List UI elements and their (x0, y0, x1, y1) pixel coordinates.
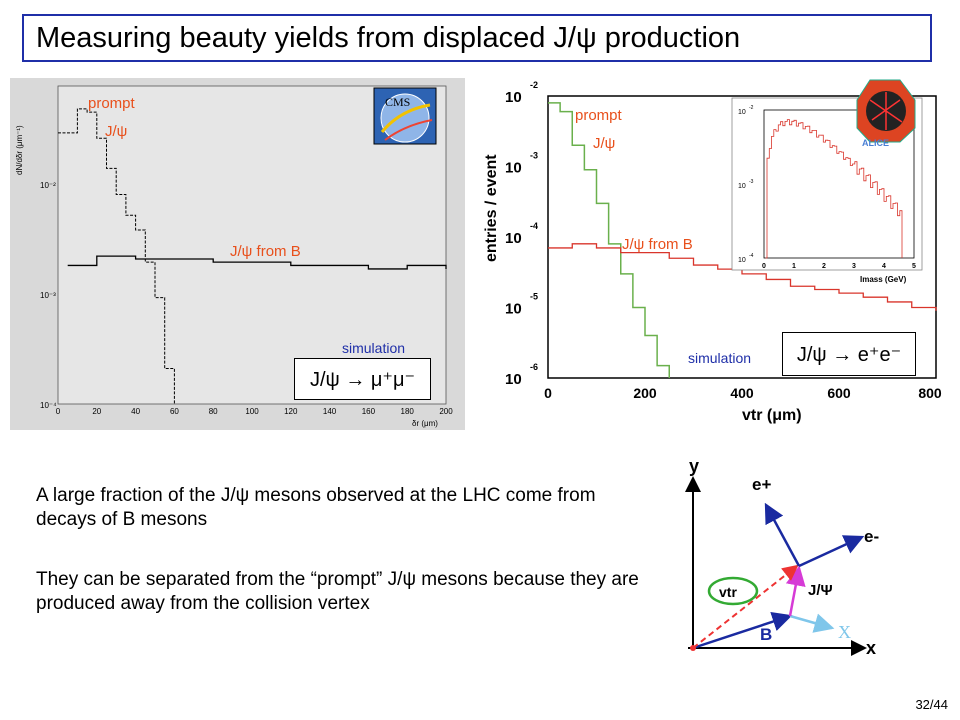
right-label-fromB: J/ψ from B (622, 236, 693, 253)
right-label-simulation: simulation (688, 350, 752, 366)
left-xtick-0: 0 (56, 407, 61, 416)
left-label-prompt-1: prompt (88, 95, 135, 112)
inset-xtick-3: 3 (852, 263, 856, 270)
right-ytick-exp-1: -3 (530, 151, 538, 161)
right-yticks: 10 -2 10 -3 10 -4 10 -5 10 -6 (505, 80, 538, 388)
right-series-fromB (548, 243, 937, 311)
inset-curve (765, 119, 903, 259)
inset-xtick-4: 4 (882, 263, 886, 270)
right-ytick-3: 10 (505, 301, 522, 318)
diagram-jpsi-arrow (785, 565, 806, 617)
right-ytick-exp-0: -2 (530, 80, 538, 90)
left-xtick-1: 20 (92, 407, 101, 416)
right-ylabel: entries / event (483, 154, 500, 262)
left-xtick-7: 140 (323, 407, 337, 416)
right-xlabel: vtr (μm) (742, 407, 802, 424)
page-number: 32/44 (915, 697, 948, 712)
right-decay-box: J/ψ → e⁺e⁻ (782, 332, 916, 376)
left-xticks: 0 20 40 60 80 100 120 140 160 180 200 (56, 407, 453, 416)
diagram-label-X: X (838, 622, 851, 642)
right-xtick-1: 200 (633, 385, 657, 401)
left-xtick-4: 80 (209, 407, 218, 416)
left-ytick-3: 10⁻⁴ (40, 401, 57, 410)
collision-vertex (690, 645, 696, 651)
right-ytick-2: 10 (505, 230, 522, 247)
right-label-prompt-2: J/ψ (593, 135, 616, 152)
left-xtick-6: 120 (284, 407, 298, 416)
right-decay-text: J/ψ → e⁺e⁻ (796, 343, 902, 366)
right-xtick-4: 800 (918, 385, 942, 401)
right-ytick-exp-3: -5 (530, 292, 538, 302)
inset-xtick-1: 1 (792, 263, 796, 270)
inset-ytick-1: 10 (738, 183, 746, 190)
vtr-ellipse (707, 576, 759, 606)
left-label-simulation: simulation (342, 340, 406, 356)
left-xtick-10: 200 (439, 407, 453, 416)
right-ytick-exp-2: -4 (530, 221, 538, 231)
left-series-prompt (58, 108, 175, 404)
diagram-X-arrow (789, 613, 835, 633)
slide-title-box: Measuring beauty yields from displaced J… (22, 14, 932, 62)
alice-logo: ALICE (856, 79, 916, 148)
left-series-fromB (67, 255, 447, 270)
diagram-label-y: y (689, 456, 699, 476)
diagram-label-jpsi: J/Ψ (808, 582, 833, 599)
diagram-label-B: B (760, 625, 772, 644)
inset-xtick-5: 5 (912, 263, 916, 270)
paragraph-1: A large fraction of the J/ψ mesons obser… (36, 485, 596, 530)
left-ylabel: dN/dδr (μm⁻¹) (15, 125, 24, 175)
diagram-label-eplus: e+ (752, 475, 771, 494)
cms-logo-text: CMS (385, 95, 410, 109)
right-series-prompt (548, 102, 670, 378)
left-xlabel: δr (μm) (412, 419, 438, 428)
inset-xlabel: Imass (GeV) (860, 275, 907, 284)
paragraph-2: They can be separated from the “prompt” … (36, 569, 639, 614)
inset-ytick-exp-2: -4 (749, 253, 754, 259)
right-ytick-4: 10 (505, 371, 522, 388)
right-ytick-0: 10 (505, 89, 522, 106)
inset-ytick-0: 10 (738, 109, 746, 116)
right-label-prompt-1: prompt (575, 107, 622, 124)
right-xticks: 0 200 400 600 800 (544, 385, 942, 401)
diagram-B-arrow (692, 611, 793, 650)
diagram-eplus-arrow (764, 502, 801, 567)
inset-ytick-exp-1: -3 (749, 179, 754, 185)
right-xtick-0: 0 (544, 385, 552, 401)
inset-yticks: 10-210-310-4 (738, 105, 754, 264)
diagram-label-vtr: vtr (719, 584, 737, 600)
left-ytick-2: 10⁻³ (40, 291, 56, 300)
slide-title: Measuring beauty yields from displaced J… (36, 21, 741, 54)
left-ytick-1: 10⁻² (40, 181, 56, 190)
left-label-fromB: J/ψ from B (230, 243, 301, 260)
vertex-diagram: y x e+ e- vtr J/Ψ B X (685, 456, 879, 658)
diagram-eminus-arrow (798, 535, 865, 568)
inset-xticks: 0 1 2 3 4 5 (762, 263, 916, 270)
right-xtick-2: 400 (730, 385, 754, 401)
left-xtick-5: 100 (245, 407, 259, 416)
right-ytick-1: 10 (505, 160, 522, 177)
left-decay-text: J/ψ → μ⁺μ⁻ (309, 368, 416, 391)
left-label-prompt-2: J/ψ (105, 123, 128, 140)
diagram-label-eminus: e- (864, 527, 879, 546)
inset-xtick-2: 2 (822, 263, 826, 270)
inset-ytick-exp-0: -2 (749, 105, 754, 111)
left-xtick-2: 40 (131, 407, 140, 416)
alice-logo-text: ALICE (862, 138, 889, 148)
right-xtick-3: 600 (827, 385, 851, 401)
left-xtick-3: 60 (170, 407, 179, 416)
right-ytick-exp-4: -6 (530, 362, 538, 372)
inset-ytick-2: 10 (738, 257, 746, 264)
diagram-vtr-arrow (692, 564, 799, 649)
diagram-label-x: x (866, 638, 876, 658)
cms-logo: CMS (373, 87, 437, 145)
left-decay-box: J/ψ → μ⁺μ⁻ (294, 358, 431, 400)
left-xtick-9: 180 (401, 407, 415, 416)
left-xtick-8: 160 (362, 407, 376, 416)
inset-xtick-0: 0 (762, 263, 766, 270)
